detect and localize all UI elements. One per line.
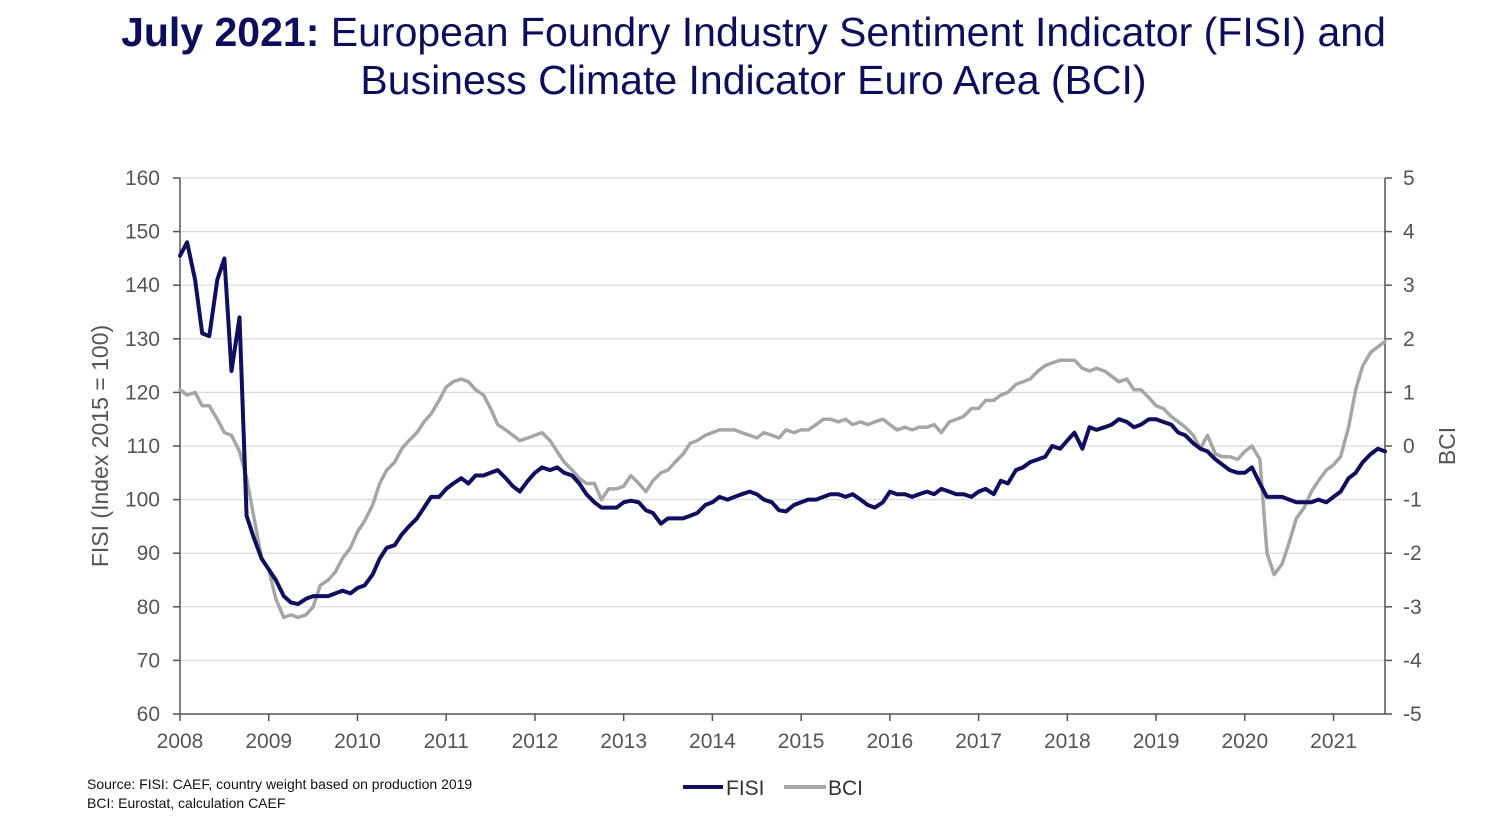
x-tick-label: 2015	[778, 730, 825, 753]
x-tick-label: 2014	[689, 730, 736, 753]
right-y-tick-label: -4	[1403, 649, 1422, 672]
x-tick-label: 2021	[1310, 730, 1357, 753]
left-y-tick-label: 90	[137, 542, 160, 565]
left-y-tick-label: 120	[125, 381, 160, 404]
bci-line	[178, 339, 1387, 620]
x-tick-label: 2012	[512, 730, 559, 753]
x-axis-ticks: 2008 2009 2010 2011 2012 2013 2014 2015 2016 2017…	[157, 714, 1357, 753]
right-y-tick-label: 2	[1403, 328, 1415, 351]
chart-title-line1: European Foundry Industry Sentiment Indi…	[319, 9, 1386, 55]
left-y-tick-label: 100	[125, 489, 160, 512]
right-y-tick-label: -5	[1403, 703, 1422, 726]
chart-title: July 2021: European Foundry Industry Sen…	[0, 8, 1507, 104]
left-y-tick-label: 150	[125, 221, 160, 244]
x-tick-label: 2013	[600, 730, 647, 753]
right-y-tick-label: -3	[1403, 596, 1422, 619]
source-line-2: BCI: Eurostat, calculation CAEF	[87, 795, 286, 811]
right-y-tick-label: -2	[1403, 542, 1422, 565]
right-y-tick-label: -1	[1403, 489, 1422, 512]
right-y-tick-label: 5	[1403, 167, 1415, 190]
x-tick-label: 2009	[245, 730, 292, 753]
legend-bci-label: BCI	[828, 777, 863, 800]
x-tick-label: 2020	[1221, 730, 1268, 753]
chart-title-date: July 2021:	[121, 9, 320, 55]
x-tick-label: 2008	[157, 730, 204, 753]
x-tick-label: 2017	[955, 730, 1002, 753]
left-y-tick-label: 60	[137, 703, 160, 726]
left-y-tick-label: 80	[137, 596, 160, 619]
fisi-line	[178, 240, 1387, 607]
legend: FISI BCI	[683, 777, 863, 800]
chart-title-line2: Business Climate Indicator Euro Area (BC…	[360, 57, 1147, 103]
source-note: Source: FISI: CAEF, country weight based…	[87, 775, 472, 813]
left-y-axis-label: FISI (Index 2015 = 100)	[87, 325, 113, 567]
right-y-axis-ticks: -5 -4 -3 -2 -1 0 1 2 3 4 5	[1385, 167, 1422, 726]
left-y-axis-ticks: 60 70 80 90 100 110 120 130 140 150 160	[125, 167, 180, 726]
right-y-tick-label: 0	[1403, 435, 1415, 458]
left-y-tick-label: 70	[137, 649, 160, 672]
x-tick-label: 2016	[867, 730, 914, 753]
left-y-tick-label: 130	[125, 328, 160, 351]
x-tick-label: 2019	[1133, 730, 1180, 753]
x-tick-label: 2018	[1044, 730, 1091, 753]
left-y-tick-label: 110	[127, 435, 160, 458]
x-tick-label: 2011	[424, 730, 469, 753]
right-y-tick-label: 4	[1403, 221, 1415, 244]
right-y-axis-label: BCI	[1434, 427, 1460, 465]
right-y-tick-label: 3	[1403, 274, 1415, 297]
series-lines	[178, 240, 1387, 620]
left-y-tick-label: 140	[125, 274, 160, 297]
x-tick-label: 2010	[334, 730, 381, 753]
legend-fisi-label: FISI	[726, 777, 765, 800]
left-y-tick-label: 160	[125, 167, 160, 190]
right-y-tick-label: 1	[1403, 381, 1415, 404]
source-line-1: Source: FISI: CAEF, country weight based…	[87, 776, 473, 792]
